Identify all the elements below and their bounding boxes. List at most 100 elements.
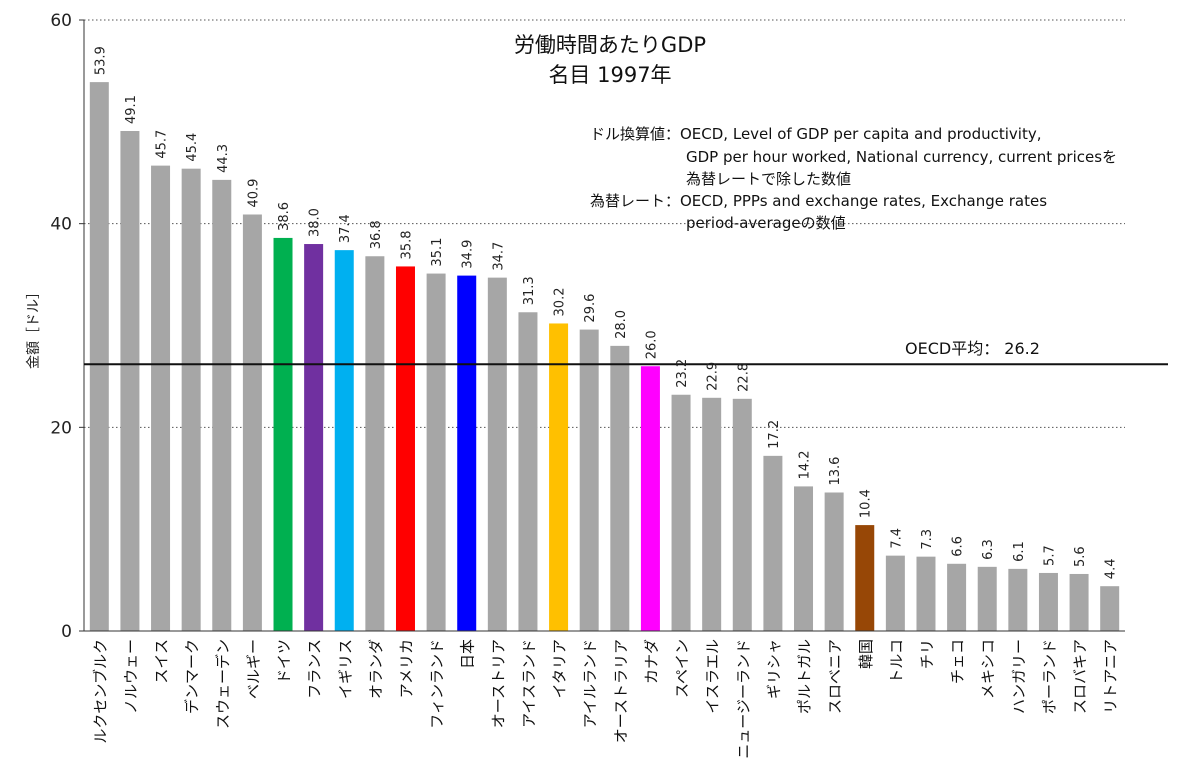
category-label: ポーランド: [1040, 639, 1058, 714]
category-label: ポルトガル: [796, 639, 814, 714]
value-label: 26.0: [644, 330, 659, 359]
chart-subtitle: 名目 1997年: [548, 63, 671, 87]
y-tick-label: 0: [61, 622, 72, 642]
bar: [916, 556, 936, 631]
bar: [242, 214, 262, 632]
bar: [794, 486, 814, 631]
note-line-5: period-averageの数値: [686, 214, 846, 232]
value-label: 36.8: [369, 220, 384, 249]
value-label: 31.3: [522, 276, 537, 305]
category-label: ニュージーランド: [734, 639, 752, 759]
value-label: 7.3: [920, 529, 935, 550]
bar: [212, 179, 232, 631]
bar: [1069, 573, 1089, 631]
category-label: 韓国: [857, 639, 875, 669]
category-label: チリ: [918, 639, 936, 669]
category-label: フランス: [306, 639, 324, 699]
category-label: ノルウェー: [122, 639, 140, 714]
bar: [89, 82, 109, 631]
y-tick-label: 20: [50, 418, 72, 438]
value-label: 7.4: [889, 528, 904, 549]
value-label: 45.7: [155, 130, 170, 159]
note-line-2: GDP per hour worked, National currency, …: [686, 148, 1117, 166]
category-label: スロバキア: [1071, 639, 1089, 714]
value-label: 13.6: [828, 457, 843, 486]
category-label: アイスランド: [520, 639, 538, 728]
category-label: 日本: [459, 639, 477, 669]
value-label: 34.7: [491, 242, 506, 271]
value-label: 30.2: [553, 288, 568, 317]
value-label: 4.4: [1104, 559, 1119, 580]
category-labels: ルクセンブルク ノルウェー スイス デンマーク スウェーデン ベルギー ドイツ フランス イギリ…: [91, 639, 1119, 759]
category-label: イスラエル: [704, 639, 722, 714]
value-labels: 53.9 49.1 45.7 45.4 44.3 40.9 38.6 38.0 37.4 36.8…: [93, 46, 1118, 579]
category-label: アメリカ: [397, 639, 415, 698]
category-label: ドイツ: [275, 639, 293, 684]
category-label: イタリア: [551, 639, 569, 698]
value-label: 45.4: [185, 133, 200, 162]
bar: [487, 277, 507, 631]
value-label: 17.2: [767, 420, 782, 449]
category-label: オーストリア: [489, 639, 507, 728]
note-line-4: 為替レート：OECD, PPPs and exchange rates, Exc…: [590, 192, 1047, 210]
category-label: ベルギー: [244, 639, 262, 699]
value-label: 40.9: [246, 179, 261, 208]
value-label: 29.6: [583, 294, 598, 323]
category-label: フィンランド: [428, 639, 446, 729]
value-label: 38.6: [277, 202, 292, 231]
bar: [395, 266, 415, 631]
bar: [579, 329, 599, 631]
category-label: オーストラリア: [612, 639, 630, 743]
bar: [304, 244, 324, 632]
note-line-3: 為替レートで除した数値: [686, 170, 851, 188]
bar: [518, 312, 538, 631]
value-label: 34.9: [461, 240, 476, 269]
value-label: 38.0: [308, 208, 323, 237]
bar: [702, 397, 722, 631]
y-tick-label: 60: [50, 11, 72, 31]
value-label: 53.9: [93, 46, 108, 75]
bar: [151, 165, 171, 631]
oecd-average-label: OECD平均： 26.2: [905, 339, 1040, 358]
value-label: 5.6: [1073, 546, 1088, 567]
note-line-1: ドル換算値：OECD, Level of GDP per capita and …: [590, 125, 1042, 143]
bar: [1100, 586, 1120, 631]
category-label: スウェーデン: [214, 639, 232, 729]
category-label: ギリシャ: [765, 639, 783, 699]
value-label: 22.8: [736, 363, 751, 392]
bar: [732, 398, 752, 631]
bar: [334, 250, 354, 632]
bar: [763, 455, 783, 631]
value-label: 6.3: [981, 539, 996, 560]
value-label: 5.7: [1042, 545, 1057, 566]
category-label: アイルランド: [581, 639, 599, 728]
y-axis-label: 金額［ドル］: [26, 285, 42, 369]
category-label: トルコ: [887, 639, 905, 684]
category-label: ルクセンブルク: [91, 639, 109, 744]
category-label: リトアニア: [1102, 639, 1120, 714]
bar: [1008, 568, 1028, 631]
bar: [1038, 572, 1058, 631]
value-label: 23.2: [675, 359, 690, 388]
bar: [977, 566, 997, 631]
value-label: 28.0: [614, 310, 629, 339]
category-label: デンマーク: [183, 639, 201, 714]
y-tick-label: 40: [50, 215, 72, 235]
bar: [426, 273, 446, 631]
bar: [549, 323, 569, 631]
category-label: スイス: [153, 639, 171, 684]
value-label: 6.6: [951, 536, 966, 557]
bar: [640, 366, 660, 631]
bar: [181, 168, 201, 631]
bar: [120, 130, 140, 631]
category-label: イギリス: [336, 639, 354, 699]
value-label: 44.3: [216, 144, 231, 173]
value-label: 35.1: [430, 238, 445, 267]
bar: [457, 275, 477, 631]
category-label: メキシコ: [979, 639, 997, 699]
axes: [79, 19, 1125, 632]
value-label: 14.2: [798, 450, 813, 479]
value-label: 49.1: [124, 95, 139, 124]
category-label: スロベニア: [826, 639, 844, 714]
